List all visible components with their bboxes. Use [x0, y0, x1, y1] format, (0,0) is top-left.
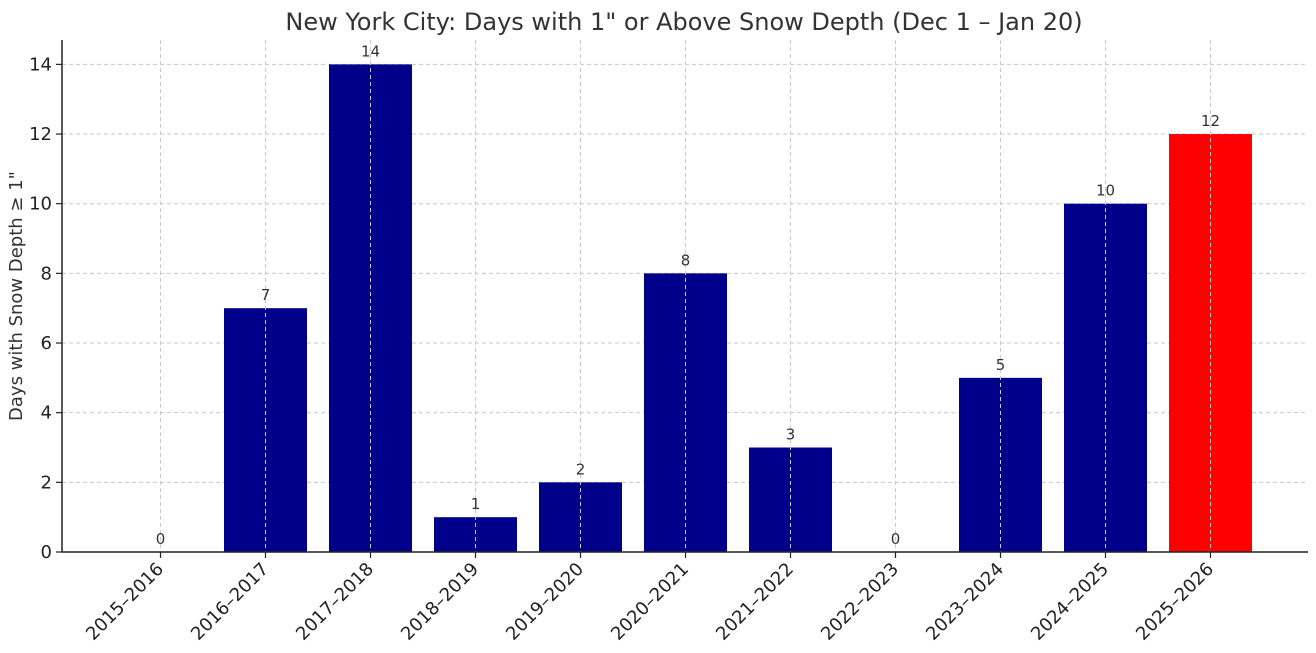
x-tick-label: 2023–2024 — [922, 559, 1008, 645]
bar-value-label: 12 — [1201, 112, 1220, 130]
x-tick-label: 2015–2016 — [82, 559, 168, 645]
bar-value-label: 8 — [681, 251, 691, 269]
bar-value-label: 3 — [786, 426, 796, 444]
x-tick-label: 2022–2023 — [817, 559, 903, 645]
vertical-grid-layer — [160, 40, 1211, 552]
bar-value-label: 7 — [261, 286, 271, 304]
bar-value-label: 1 — [471, 495, 481, 513]
bars-layer — [224, 64, 1252, 552]
x-tick-label: 2017–2018 — [292, 559, 378, 645]
bar-value-label: 0 — [891, 530, 901, 548]
x-tick-label: 2020–2021 — [607, 559, 693, 645]
bar-value-label: 0 — [156, 530, 166, 548]
y-tick-label: 6 — [41, 333, 52, 354]
y-tick-label: 10 — [29, 194, 52, 215]
x-tick-label: 2018–2019 — [397, 559, 483, 645]
chart-title: New York City: Days with 1" or Above Sno… — [285, 8, 1082, 36]
y-axis-label: Days with Snow Depth ≥ 1" — [6, 171, 27, 421]
y-tick-label: 12 — [29, 124, 52, 145]
bar-value-label: 10 — [1096, 182, 1115, 200]
x-tick-label: 2024–2025 — [1027, 559, 1113, 645]
y-tick-label: 0 — [41, 542, 52, 563]
y-tick-label: 2 — [41, 472, 52, 493]
axes-layer — [56, 40, 1308, 558]
x-tick-label: 2025–2026 — [1132, 559, 1218, 645]
bar-value-label: 14 — [361, 42, 380, 60]
bar — [749, 447, 832, 552]
y-tick-label: 8 — [41, 263, 52, 284]
bar-value-label: 2 — [576, 460, 586, 478]
y-tick-label: 4 — [41, 403, 52, 424]
y-tick-label: 14 — [29, 54, 52, 75]
x-tick-label: 2019–2020 — [502, 559, 588, 645]
bar-value-label: 5 — [996, 356, 1006, 374]
labels-layer: 0246810121402015–201672016–2017142017–20… — [29, 42, 1220, 644]
x-tick-label: 2016–2017 — [187, 559, 273, 645]
x-tick-label: 2021–2022 — [712, 559, 798, 645]
